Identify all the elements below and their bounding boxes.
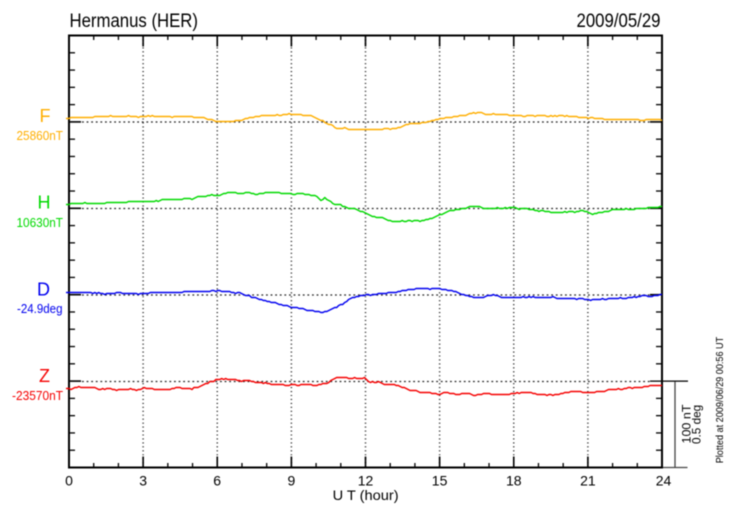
svg-text:D: D — [37, 280, 50, 300]
svg-text:2009/05/29: 2009/05/29 — [577, 11, 661, 32]
svg-text:18: 18 — [506, 473, 522, 489]
svg-text:U T (hour): U T (hour) — [333, 488, 399, 503]
svg-text:H: H — [38, 193, 51, 213]
svg-text:9: 9 — [288, 473, 296, 489]
svg-text:0: 0 — [65, 473, 73, 489]
svg-text:Hermanus (HER): Hermanus (HER) — [70, 11, 199, 32]
svg-text:10630nT: 10630nT — [17, 216, 64, 230]
svg-text:3: 3 — [139, 473, 147, 489]
svg-text:12: 12 — [358, 473, 374, 489]
svg-text:-24.9deg: -24.9deg — [17, 302, 63, 316]
svg-text:25860nT: 25860nT — [17, 129, 64, 143]
svg-text:6: 6 — [213, 473, 221, 489]
svg-text:Plotted at 2009/06/29 00:56 UT: Plotted at 2009/06/29 00:56 UT — [714, 336, 726, 463]
svg-text:Z: Z — [39, 366, 50, 386]
svg-text:24: 24 — [656, 473, 672, 489]
svg-text:0.5 deg: 0.5 deg — [690, 405, 704, 444]
svg-text:21: 21 — [580, 473, 596, 489]
svg-text:-23570nT: -23570nT — [12, 389, 63, 403]
svg-text:100 nT: 100 nT — [680, 404, 694, 444]
svg-text:15: 15 — [432, 473, 448, 489]
svg-text:F: F — [40, 106, 51, 126]
